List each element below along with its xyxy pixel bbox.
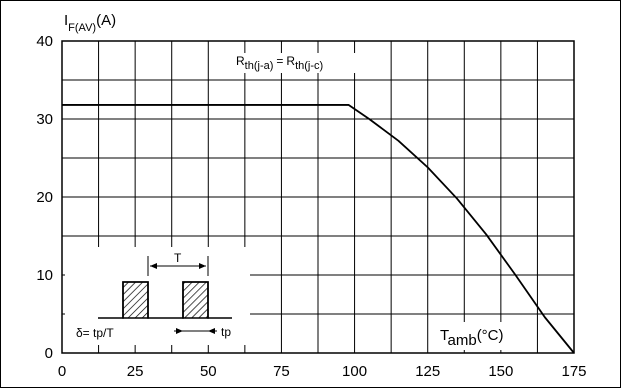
pulse-2 <box>182 281 209 319</box>
pulse-inset: T δ= tp/T tp <box>65 247 250 345</box>
duty-cycle-label: δ= tp/T <box>76 326 114 340</box>
x-tick-label: 100 <box>342 363 367 380</box>
pulse-1 <box>122 281 149 319</box>
pulse-waveform <box>98 281 232 319</box>
y-axis-label-main: I <box>64 12 68 29</box>
rth-r1: R <box>236 54 245 68</box>
pulse-inset-background <box>65 247 250 345</box>
x-tick-label: 125 <box>415 363 440 380</box>
x-axis-label-background <box>434 322 524 350</box>
x-axis-label-unit: (°C) <box>477 327 504 344</box>
y-tick-label: 30 <box>36 111 53 128</box>
pulse-width-arrow-head-left <box>176 328 183 334</box>
rth-annotation-text: Rth(j-a) = Rth(j-c) <box>236 54 323 72</box>
period-label: T <box>174 251 182 265</box>
pulse-width-arrow-head-right <box>208 328 215 334</box>
series-line <box>62 104 575 354</box>
x-axis-label-group: Tamb(°C) <box>434 322 524 350</box>
y-axis-label: IF(AV)(A) <box>64 12 116 34</box>
rth-annotation: Rth(j-a) = Rth(j-c) <box>218 53 369 73</box>
series <box>62 104 575 354</box>
x-tick-label: 25 <box>127 363 144 380</box>
y-tick-label: 10 <box>36 267 53 284</box>
pulse-width-label: tp <box>221 325 231 339</box>
rth-annotation-background <box>218 53 369 73</box>
rth-r2: R <box>286 54 295 68</box>
y-tick-label: 40 <box>36 33 53 50</box>
y-tick-label: 0 <box>45 345 53 362</box>
rth-eq: = <box>276 54 283 68</box>
x-axis-label-main: T <box>440 327 449 344</box>
plot-border <box>61 40 575 354</box>
y-axis-label-sub: F(AV) <box>68 22 96 34</box>
tick-labels: 0 25 50 75 100 125 150 175 0 10 20 30 40 <box>36 33 586 380</box>
x-tick-label: 175 <box>561 363 586 380</box>
x-axis-label: Tamb(°C) <box>440 327 504 349</box>
x-tick-label: 0 <box>58 363 66 380</box>
y-axis-label-unit: (A) <box>96 12 116 29</box>
period-arrow-head-left <box>150 263 157 269</box>
period-arrow-head-right <box>199 263 206 269</box>
x-tick-label: 150 <box>488 363 513 380</box>
x-axis-label-sub: amb <box>448 332 477 349</box>
y-tick-label: 20 <box>36 189 53 206</box>
rth-s1: th(j-a) <box>245 60 274 72</box>
x-tick-label: 75 <box>273 363 290 380</box>
x-tick-label: 50 <box>200 363 217 380</box>
rth-s2: th(j-c) <box>295 60 323 72</box>
